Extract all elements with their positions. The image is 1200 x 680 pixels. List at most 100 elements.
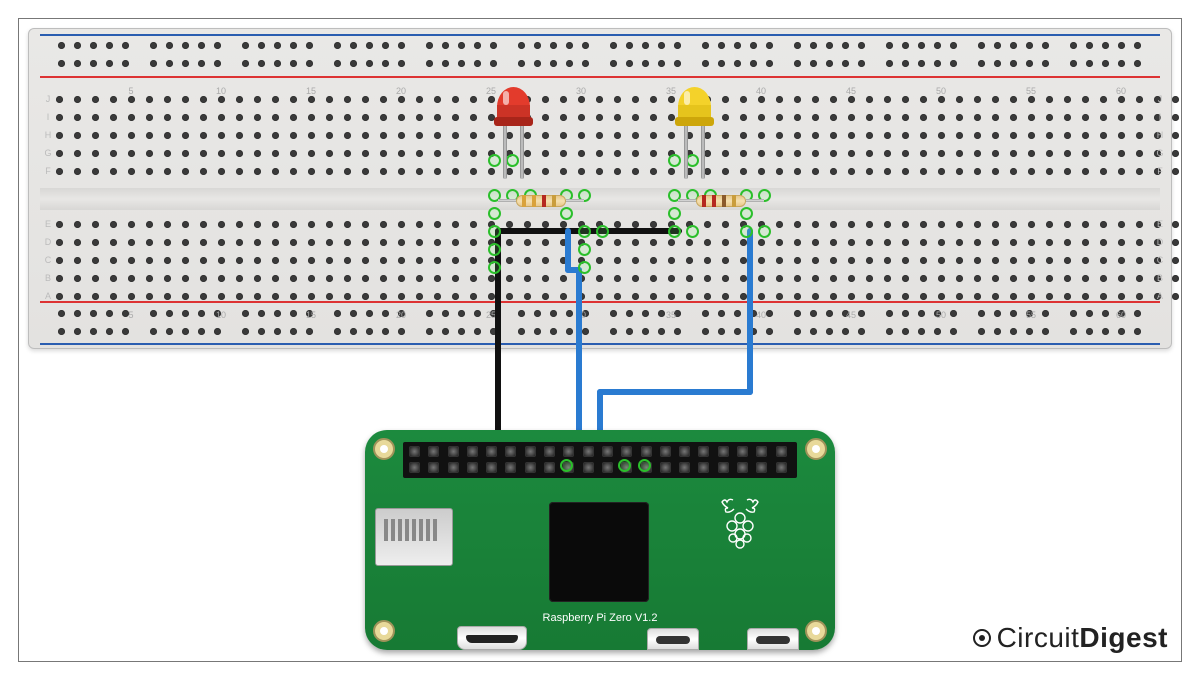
breadboard-hole [560,114,567,121]
breadboard-hole [470,293,477,300]
row-label: I [42,112,54,122]
row-label: B [42,273,54,283]
breadboard-hole [398,257,405,264]
breadboard-hole [758,132,765,139]
breadboard-hole [722,150,729,157]
breadboard-hole [434,239,441,246]
breadboard-hole [1010,168,1017,175]
breadboard-hole [236,275,243,282]
breadboard-hole [686,239,693,246]
breadboard-hole [308,275,315,282]
breadboard-hole [974,132,981,139]
breadboard-hole [1134,60,1141,67]
breadboard-hole [1046,239,1053,246]
breadboard-hole [1046,168,1053,175]
sd-contact [412,519,416,541]
breadboard-hole [704,150,711,157]
sd-card-slot [375,508,453,566]
breadboard-hole [718,310,725,317]
col-number: 10 [212,86,230,96]
led-leg [520,123,524,179]
breadboard-hole [1136,96,1143,103]
breadboard-hole [416,114,423,121]
breadboard-hole [74,239,81,246]
breadboard-hole [92,239,99,246]
breadboard-hole [110,293,117,300]
connection-pad [668,154,681,167]
breadboard-hole [74,257,81,264]
breadboard-hole [150,328,157,335]
breadboard-hole [490,42,497,49]
breadboard-hole [1100,257,1107,264]
breadboard-hole [686,257,693,264]
breadboard-hole [198,328,205,335]
breadboard-hole [254,293,261,300]
breadboard-hole [290,60,297,67]
breadboard-hole [334,310,341,317]
breadboard-hole [902,275,909,282]
row-label: B [1154,273,1166,283]
breadboard-hole [164,96,171,103]
breadboard-hole [650,168,657,175]
breadboard-hole [164,275,171,282]
breadboard-hole [470,257,477,264]
rail-bottom-blue [40,343,1160,345]
breadboard-hole [1082,293,1089,300]
breadboard-hole [826,42,833,49]
breadboard-hole [794,310,801,317]
breadboard-hole [1100,293,1107,300]
breadboard-hole [164,239,171,246]
gpio-pin [486,462,497,473]
row-label: A [1154,291,1166,301]
breadboard-hole [902,310,909,317]
breadboard-hole [308,221,315,228]
breadboard-hole [198,310,205,317]
breadboard-hole [1136,132,1143,139]
breadboard-hole [812,150,819,157]
breadboard-hole [334,328,341,335]
breadboard-hole [182,114,189,121]
pi-mount-hole [373,438,395,460]
breadboard-hole [1102,60,1109,67]
breadboard-hole [566,60,573,67]
col-number: 15 [302,86,320,96]
gpio-pin [428,462,439,473]
breadboard-hole [306,42,313,49]
breadboard-hole [1102,310,1109,317]
breadboard-hole [366,328,373,335]
breadboard-hole [848,293,855,300]
breadboard-hole [182,96,189,103]
breadboard-hole [566,42,573,49]
breadboard-hole [992,293,999,300]
breadboard-hole [668,275,675,282]
breadboard-hole [306,328,313,335]
breadboard-hole [272,221,279,228]
breadboard-hole [1064,96,1071,103]
breadboard-hole [92,293,99,300]
breadboard-hole [758,257,765,264]
breadboard-hole [110,275,117,282]
breadboard-hole [274,328,281,335]
breadboard-hole [344,132,351,139]
breadboard-hole [350,60,357,67]
breadboard-hole [416,96,423,103]
breadboard-hole [56,150,63,157]
breadboard-hole [344,221,351,228]
breadboard-hole [1172,96,1179,103]
breadboard-hole [974,114,981,121]
breadboard-hole [776,221,783,228]
breadboard-hole [452,293,459,300]
breadboard-hole [534,60,541,67]
breadboard-hole [560,275,567,282]
breadboard-hole [902,239,909,246]
breadboard-hole [290,132,297,139]
breadboard-hole [842,42,849,49]
breadboard-hole [642,310,649,317]
breadboard-hole [848,168,855,175]
row-label: C [1154,255,1166,265]
breadboard-hole [110,132,117,139]
breadboard-hole [794,150,801,157]
breadboard-hole [596,293,603,300]
col-number: 55 [1022,310,1040,320]
breadboard-hole [1028,221,1035,228]
